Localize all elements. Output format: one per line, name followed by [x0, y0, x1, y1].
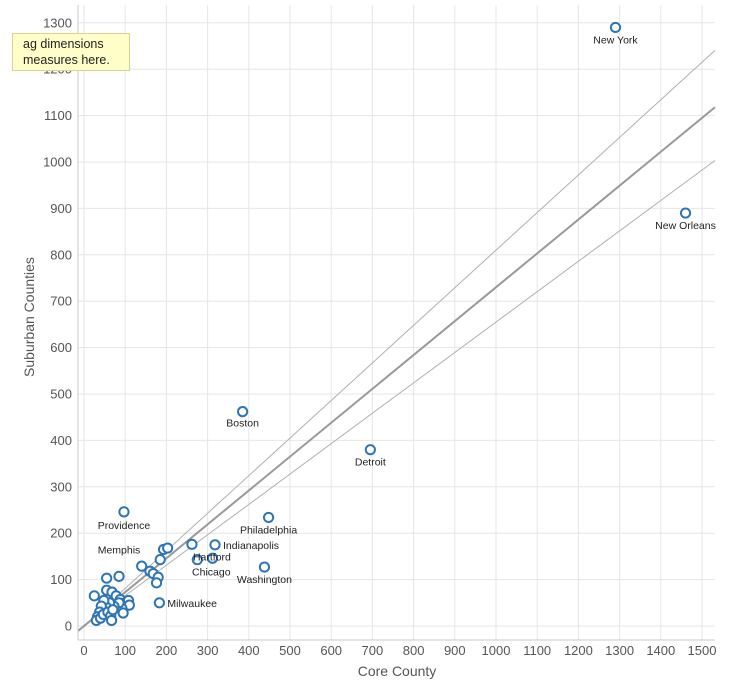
- data-point: [106, 614, 118, 627]
- y-tick-label: 700: [50, 294, 72, 309]
- point-label: Chicago: [192, 567, 231, 579]
- y-tick-label: 300: [50, 479, 72, 494]
- data-point: [136, 560, 148, 572]
- data-point: [88, 590, 100, 602]
- data-point: [101, 572, 113, 584]
- data-point: [107, 604, 119, 616]
- y-tick-label: 1100: [44, 108, 72, 123]
- point-labels: New York New Orleans Boston Detroit Providen…: [98, 34, 716, 609]
- y-tick-label: 600: [50, 340, 72, 355]
- data-point: [162, 542, 174, 554]
- x-tick-label: 200: [156, 643, 178, 658]
- data-point: [262, 511, 275, 524]
- tooltip-line-1: ag dimensions: [23, 37, 104, 51]
- y-tick-label: 1300: [43, 15, 72, 30]
- x-tick-label: 1200: [564, 643, 593, 658]
- x-tick-label: 1300: [605, 643, 634, 658]
- x-tick-label: 1500: [688, 643, 717, 658]
- point-label: Washington: [237, 574, 292, 586]
- data-point: [118, 506, 130, 518]
- x-tick-label: 1000: [482, 643, 511, 658]
- x-tick-label: 400: [238, 643, 260, 658]
- point-label: New Orleans: [655, 220, 716, 232]
- upper-band-line: [77, 50, 716, 632]
- y-tick-label: 900: [50, 201, 72, 216]
- x-tick-label: 1400: [646, 643, 675, 658]
- trend-line-group: [77, 106, 716, 632]
- x-tick-label: 800: [403, 643, 425, 658]
- data-point: [206, 552, 219, 564]
- trend-line: [77, 106, 716, 632]
- data-point: [237, 406, 249, 418]
- x-tick-label: 500: [279, 643, 301, 658]
- y-tick-label: 200: [50, 526, 72, 541]
- data-point: [153, 597, 165, 609]
- data-point: [679, 207, 692, 219]
- drag-hint-tooltip: ag dimensions measures here.: [12, 33, 130, 71]
- y-tick-label: 800: [50, 247, 72, 262]
- data-point: [186, 538, 198, 550]
- data-point: [150, 577, 163, 589]
- point-label: Milwaukee: [167, 598, 217, 610]
- x-tick-label: 600: [320, 643, 342, 658]
- y-axis-title: Suburban Counties: [21, 257, 37, 377]
- x-tick-label: 700: [362, 643, 384, 658]
- tooltip-line-2: measures here.: [23, 53, 110, 67]
- point-label: Philadelphia: [240, 524, 297, 536]
- point-label: New York: [593, 34, 638, 46]
- data-point: [258, 561, 271, 573]
- point-label: Indianapolis: [223, 540, 279, 552]
- point-label: Providence: [98, 520, 151, 532]
- y-tick-label: 0: [65, 619, 72, 634]
- y-tick-label: 100: [50, 572, 72, 587]
- axes: 0 100 200 300 400 500 600 700 800 900 1000 1100 1200…: [43, 5, 716, 658]
- x-tick-label: 900: [444, 643, 466, 658]
- data-point: [117, 607, 129, 619]
- lower-band-line: [77, 160, 716, 631]
- data-points: [88, 21, 692, 627]
- y-tick-label: 500: [50, 387, 72, 402]
- data-point: [364, 444, 376, 456]
- x-tick-label: 100: [114, 643, 136, 658]
- data-point: [609, 21, 622, 34]
- confidence-band: [77, 50, 716, 632]
- x-tick-label: 300: [197, 643, 219, 658]
- point-label: Memphis: [98, 544, 141, 556]
- x-tick-label: 0: [80, 643, 87, 658]
- point-label: Hartford: [193, 551, 231, 563]
- y-tick-label: 400: [50, 433, 72, 448]
- data-point: [191, 554, 203, 566]
- point-label: Detroit: [355, 457, 386, 469]
- data-point: [209, 539, 221, 551]
- x-tick-label: 1100: [523, 643, 551, 658]
- data-point: [113, 570, 125, 582]
- point-label: Boston: [226, 418, 259, 430]
- grid-lines: [78, 5, 715, 640]
- data-point: [154, 554, 166, 566]
- y-tick-label: 1000: [43, 155, 72, 170]
- x-axis-title: Core County: [358, 663, 437, 679]
